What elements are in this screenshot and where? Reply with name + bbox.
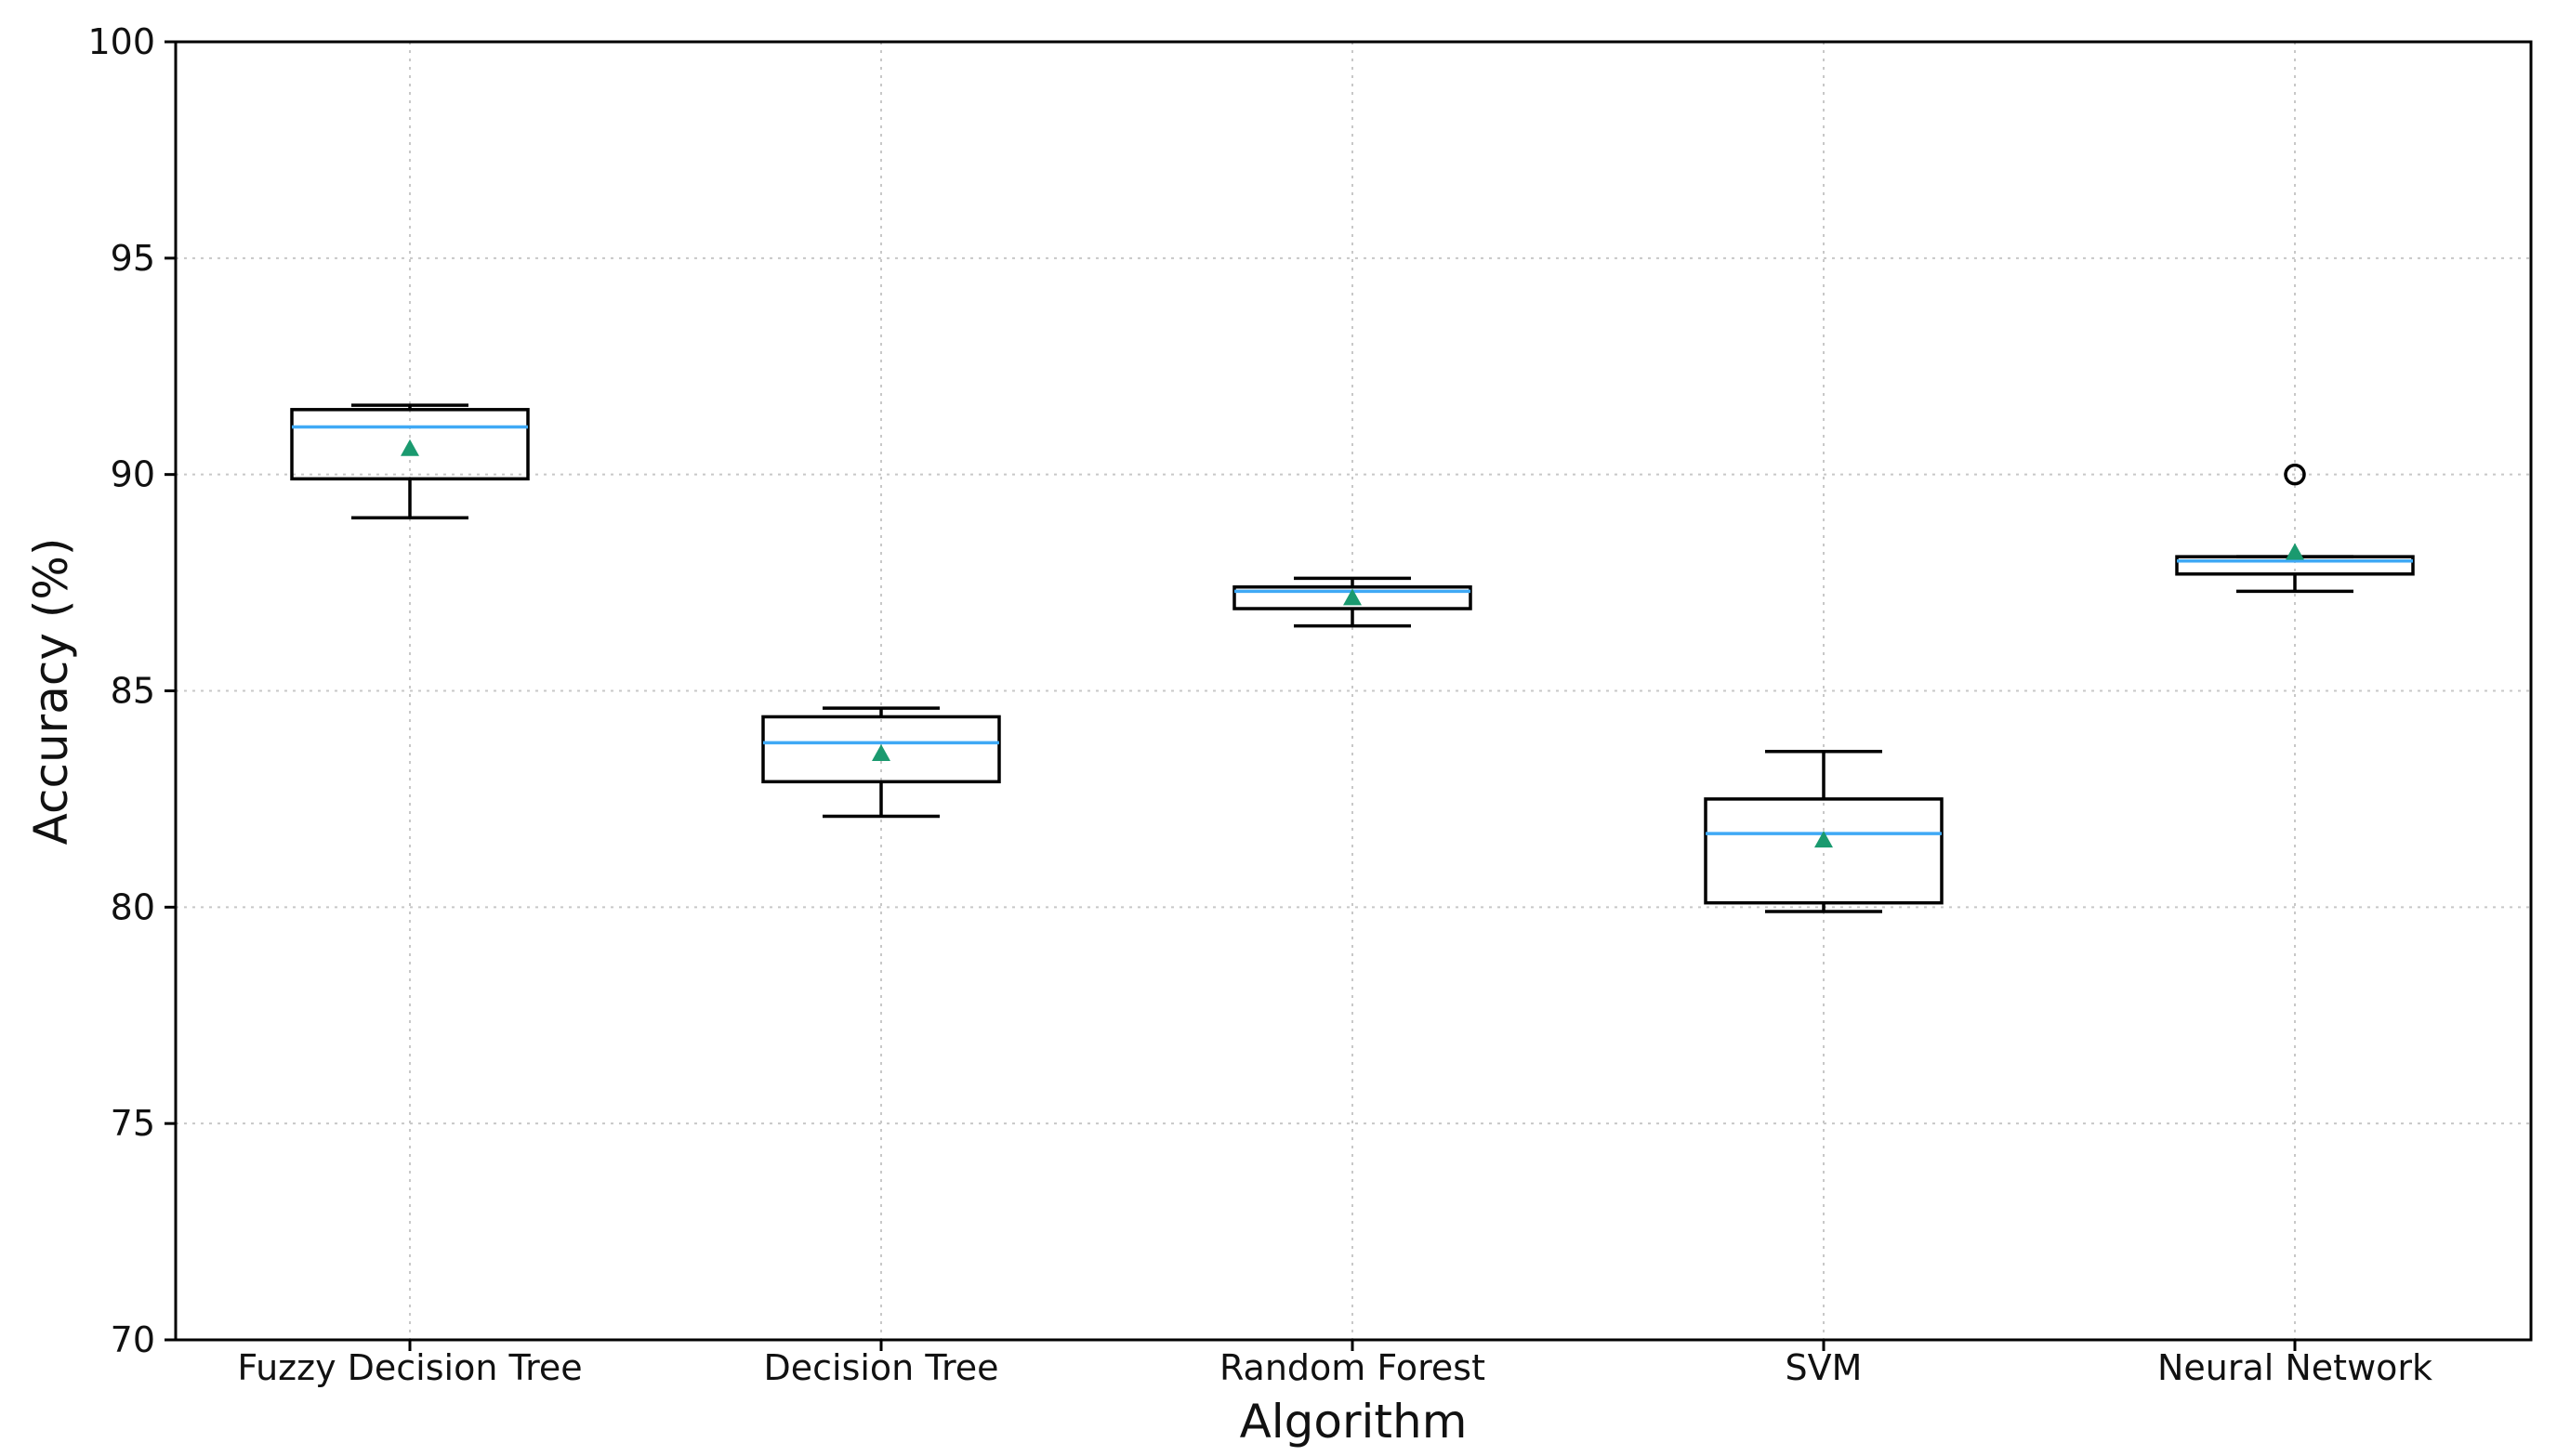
- x-tick-label: Neural Network: [2157, 1347, 2432, 1388]
- y-tick-label: 85: [111, 671, 155, 712]
- mean-marker: [1814, 831, 1833, 848]
- x-tick-label: Fuzzy Decision Tree: [237, 1347, 582, 1388]
- x-axis-title: Algorithm: [1240, 1395, 1468, 1449]
- y-tick-label: 75: [111, 1103, 155, 1144]
- outlier-point: [2284, 463, 2306, 486]
- iqr-box: [1704, 797, 1944, 905]
- mean-marker: [872, 744, 890, 762]
- box-group: [2175, 463, 2415, 594]
- y-tick-label: 95: [111, 238, 155, 279]
- x-tick-label: Decision Tree: [763, 1347, 998, 1388]
- y-tick-label: 100: [87, 21, 155, 62]
- iqr-box: [290, 408, 530, 481]
- y-tick-label: 70: [111, 1319, 155, 1360]
- mean-marker: [401, 439, 419, 456]
- box-group: [761, 706, 1001, 819]
- iqr-box: [1232, 584, 1472, 610]
- tick-layer: 70 75 80 85 90 95 100 Fuzzy Decision Tree Decisi…: [87, 21, 2432, 1388]
- box-layer: [290, 403, 2415, 913]
- y-tick-label: 80: [111, 886, 155, 927]
- mean-marker: [1343, 588, 1362, 606]
- box-group: [1704, 749, 1944, 913]
- box-group: [1232, 576, 1472, 628]
- y-axis-title: Accuracy (%): [24, 538, 78, 846]
- x-tick-label: Random Forest: [1219, 1347, 1485, 1388]
- grid-layer: [176, 41, 2531, 1341]
- box-group: [290, 403, 530, 519]
- x-tick-label: SVM: [1786, 1347, 1863, 1388]
- iqr-box: [761, 715, 1001, 784]
- y-tick-label: 90: [111, 454, 155, 495]
- mean-marker: [2286, 543, 2304, 560]
